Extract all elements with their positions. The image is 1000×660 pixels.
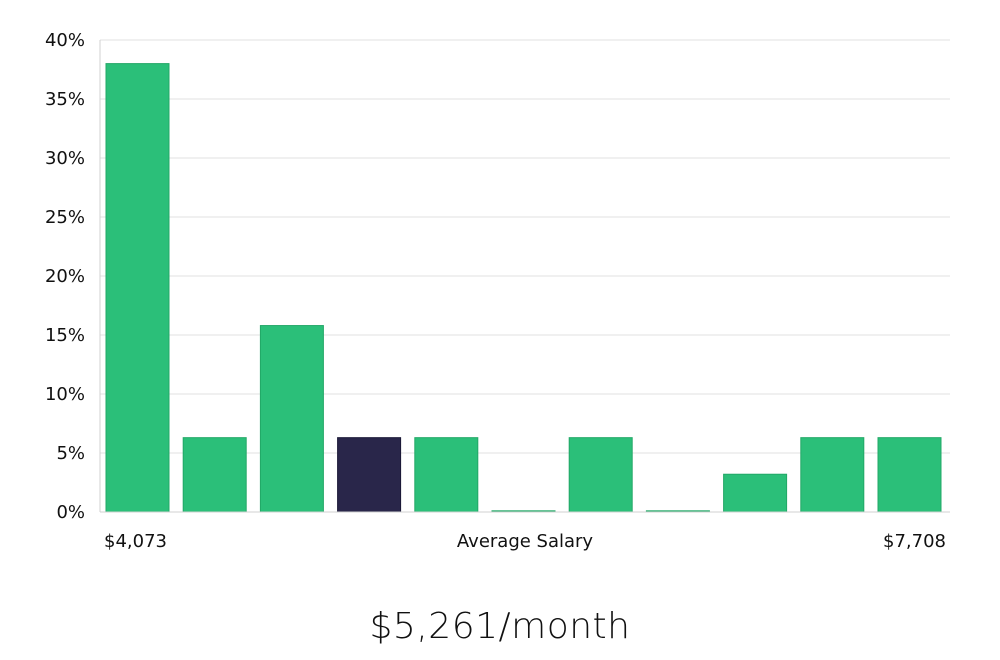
bar (259, 325, 324, 513)
y-tick-label: 10% (45, 384, 85, 405)
salary-distribution-chart: 0% 5% 10% 15% 20% 25% 30% 35% 40% $4,073 Average… (45, 30, 950, 552)
grid-lines (100, 39, 950, 454)
bar (723, 473, 788, 513)
y-tick-label: 40% (45, 30, 85, 51)
y-tick-label: 15% (45, 325, 85, 346)
y-tick-label: 30% (45, 148, 85, 169)
average-salary-headline: $5,261/month (369, 606, 631, 647)
bar (877, 437, 942, 513)
bar (105, 63, 170, 513)
bar (568, 437, 633, 513)
bar-highlighted (337, 437, 402, 513)
y-tick-label: 5% (56, 443, 85, 464)
y-tick-label: 0% (56, 502, 85, 523)
y-axis-tick-labels: 0% 5% 10% 15% 20% 25% 30% 35% 40% (45, 30, 85, 523)
bar (182, 437, 247, 513)
x-min-label: $4,073 (104, 531, 167, 552)
bar (414, 437, 479, 513)
bar (800, 437, 865, 513)
y-tick-label: 35% (45, 89, 85, 110)
bars (105, 63, 942, 513)
x-max-label: $7,708 (883, 531, 946, 552)
y-tick-label: 25% (45, 207, 85, 228)
y-tick-label: 20% (45, 266, 85, 287)
x-axis-title: Average Salary (457, 531, 594, 552)
